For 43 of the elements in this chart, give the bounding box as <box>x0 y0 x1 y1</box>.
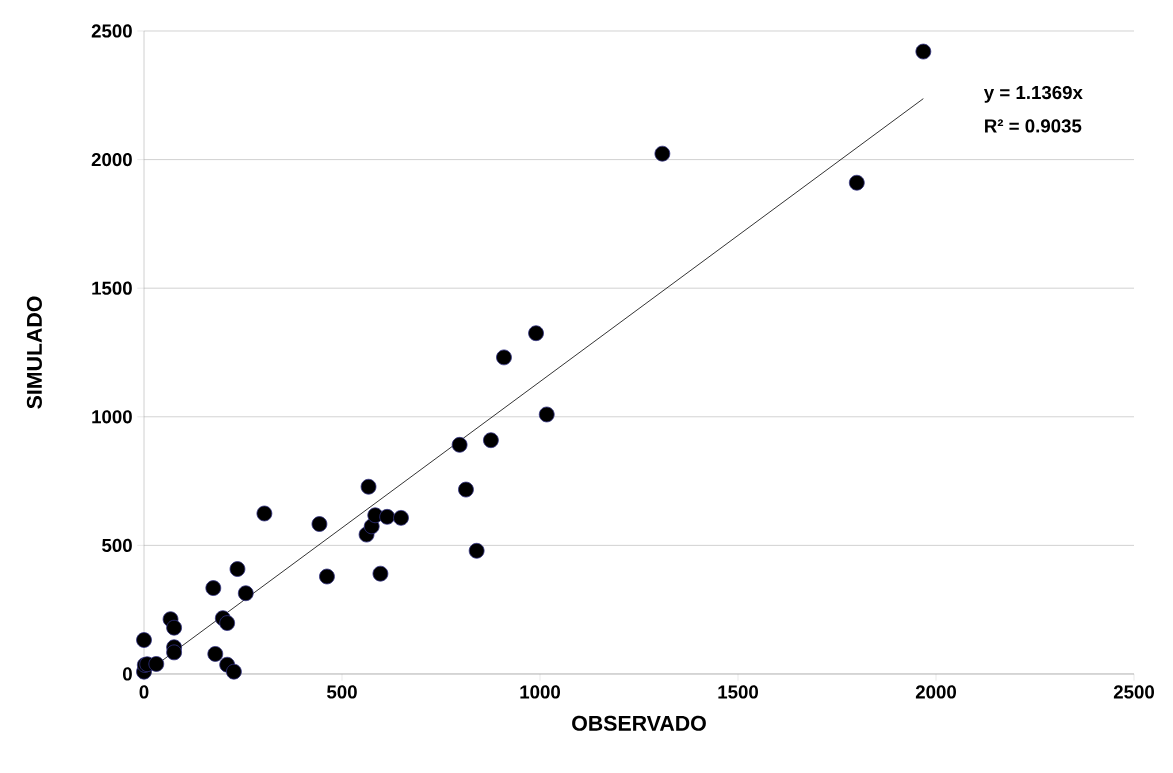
x-tick-label: 500 <box>327 685 357 699</box>
annotation: R² = 0.9035 <box>985 119 1082 133</box>
x-tick-label: 2500 <box>1113 685 1154 699</box>
y-tick-label: 1000 <box>92 410 132 424</box>
point <box>538 406 555 423</box>
point <box>319 568 335 585</box>
point <box>237 585 254 602</box>
point <box>451 436 468 453</box>
point <box>166 619 182 636</box>
point <box>496 349 512 366</box>
point <box>915 43 932 60</box>
point <box>207 646 224 662</box>
x-tick-label: 0 <box>139 685 149 699</box>
point <box>379 508 396 525</box>
y-tick-label: 500 <box>102 538 132 552</box>
y-tick-label: 2000 <box>91 152 132 167</box>
x-tick-label: 1500 <box>718 685 758 699</box>
point <box>458 481 474 498</box>
point <box>654 145 671 162</box>
point <box>229 561 246 577</box>
point <box>468 542 485 559</box>
y-tick-label: 0 <box>122 667 132 681</box>
x-tick-label: 2000 <box>915 685 956 699</box>
point <box>393 510 409 526</box>
point <box>148 656 165 672</box>
x-tick-label: 1000 <box>520 685 560 699</box>
point <box>528 325 544 342</box>
point <box>483 432 499 449</box>
y-tick-label: 1500 <box>92 281 132 295</box>
point <box>256 505 273 522</box>
point <box>226 663 242 680</box>
point <box>219 615 236 631</box>
x-axis-title: OBSERVADO <box>572 715 706 731</box>
point <box>360 478 377 495</box>
point <box>205 580 222 596</box>
point <box>166 644 182 661</box>
y-tick-label: 2500 <box>91 24 132 38</box>
y-axis-title: SIMULADO <box>26 296 42 409</box>
point <box>136 632 152 648</box>
point <box>311 516 328 532</box>
point <box>848 174 865 191</box>
point <box>372 565 389 582</box>
annotation: y = 1.1369x <box>983 85 1083 103</box>
